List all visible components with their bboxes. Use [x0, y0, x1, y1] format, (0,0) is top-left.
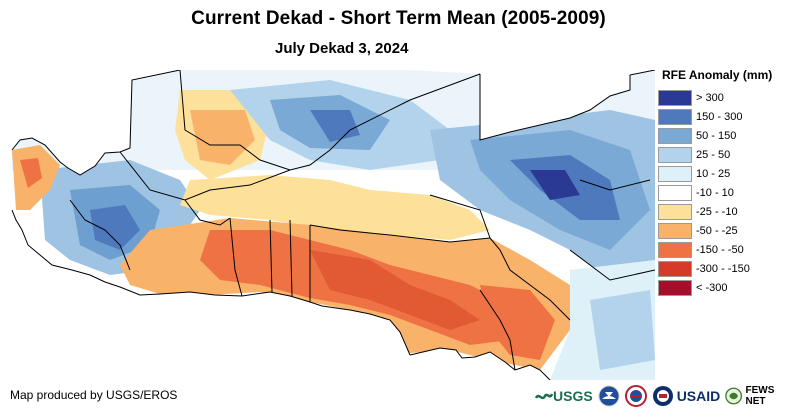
- usgs-wave-icon: [535, 393, 553, 400]
- legend-items: > 300 150 - 300 50 - 150 25 - 50 10 - 25…: [658, 88, 793, 297]
- fewsnet-logo: FEWS NET: [725, 385, 790, 407]
- legend-swatch: [658, 165, 692, 182]
- legend-swatch: [658, 279, 692, 296]
- fewsnet-globe-icon: [725, 387, 743, 405]
- legend-label: 50 - 150: [696, 129, 737, 142]
- fewsnet-text: FEWS NET: [745, 385, 775, 407]
- legend-label: > 300: [696, 91, 724, 104]
- legend-title: RFE Anomaly (mm): [662, 68, 773, 82]
- legend-item: -300 - -150: [658, 259, 793, 278]
- map-subtitle: July Dekad 3, 2024: [275, 40, 409, 57]
- usgs-text: USGS: [553, 388, 593, 404]
- rainfall-anomaly-map: [10, 70, 655, 380]
- legend-swatch: [658, 260, 692, 277]
- legend-label: 10 - 25: [696, 167, 731, 180]
- legend-label: -150 - -50: [696, 243, 744, 256]
- legend-label: 25 - 50: [696, 148, 731, 161]
- legend-item: < -300: [658, 278, 793, 297]
- legend-swatch: [658, 127, 692, 144]
- logos: USGS USAID FEWS NET: [535, 382, 795, 410]
- legend-item: 50 - 150: [658, 126, 793, 145]
- nasa-logo: [624, 385, 647, 407]
- usaid-logo: USAID: [652, 385, 721, 407]
- map-title: Current Dekad - Short Term Mean (2005-20…: [191, 8, 606, 29]
- anomaly-fill: [12, 70, 655, 380]
- legend-swatch: [658, 222, 692, 239]
- map-svg: [11, 70, 655, 380]
- usaid-text: USAID: [676, 388, 721, 404]
- legend-label: -10 - 10: [696, 186, 734, 199]
- legend-item: 150 - 300: [658, 107, 793, 126]
- legend-item: > 300: [658, 88, 793, 107]
- legend-item: 10 - 25: [658, 164, 793, 183]
- credit-text: Map produced by USGS/EROS: [10, 388, 178, 402]
- legend-item: 25 - 50: [658, 145, 793, 164]
- noaa-logo: [598, 385, 620, 407]
- usgs-logo: USGS: [535, 388, 593, 404]
- legend-label: -25 - -10: [696, 205, 738, 218]
- legend: RFE Anomaly (mm) > 300 150 - 300 50 - 15…: [658, 68, 793, 297]
- legend-swatch: [658, 108, 692, 125]
- legend-swatch: [658, 89, 692, 106]
- noaa-seal-icon: [598, 385, 620, 407]
- legend-swatch: [658, 241, 692, 258]
- country-borders: [11, 70, 655, 380]
- legend-swatch: [658, 203, 692, 220]
- legend-item: -25 - -10: [658, 202, 793, 221]
- legend-label: -50 - -25: [696, 224, 738, 237]
- legend-label: 150 - 300: [696, 110, 743, 123]
- legend-item: -10 - 10: [658, 183, 793, 202]
- legend-item: -150 - -50: [658, 240, 793, 259]
- usaid-seal-icon: [652, 386, 673, 406]
- legend-label: -300 - -150: [696, 262, 750, 275]
- legend-swatch: [658, 146, 692, 163]
- nasa-seal-icon: [624, 385, 647, 407]
- legend-label: < -300: [696, 281, 728, 294]
- legend-swatch: [658, 184, 692, 201]
- legend-item: -50 - -25: [658, 221, 793, 240]
